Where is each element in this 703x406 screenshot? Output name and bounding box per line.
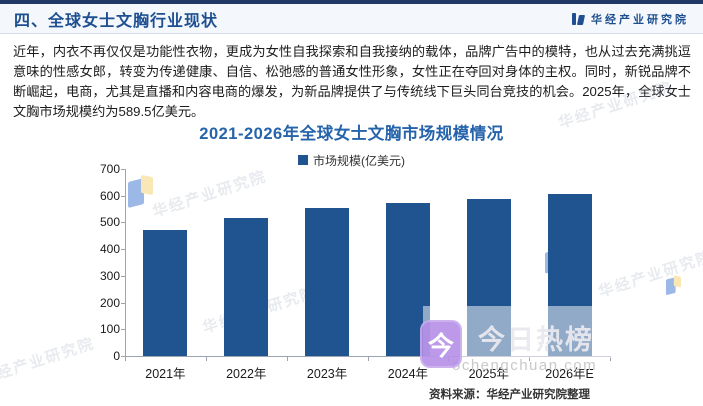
brand-logo-icon xyxy=(571,12,586,26)
header: 四、全球女士文胸行业现状 华经产业研究院 xyxy=(0,4,703,34)
x-axis-tick-label: 2024年 xyxy=(387,367,429,381)
x-axis-tick xyxy=(125,357,126,361)
y-axis-tick xyxy=(121,222,125,224)
bar-2022年 xyxy=(224,218,269,356)
x-axis-tick xyxy=(529,357,531,361)
legend-label: 市场规模(亿美元) xyxy=(313,153,405,168)
bar-2023年 xyxy=(305,208,350,356)
y-axis-tick-label: 0 xyxy=(113,349,120,363)
y-axis-tick-label: 400 xyxy=(99,242,120,257)
y-axis-tick xyxy=(121,356,125,357)
y-axis-tick xyxy=(121,275,125,277)
y-axis-tick-label: 700 xyxy=(99,162,120,176)
y-axis-tick xyxy=(121,249,125,251)
brand-logo: 华经产业研究院 xyxy=(571,11,689,27)
bar-2021年 xyxy=(143,229,188,356)
y-axis-tick xyxy=(121,169,125,170)
chart-title: 2021-2026年全球女士文胸市场规模情况 xyxy=(199,125,504,143)
watermark-domain-text: ochengchuan.com xyxy=(452,357,598,374)
y-axis-tick xyxy=(121,329,125,331)
x-axis-tick-label: 2021年 xyxy=(145,367,186,381)
x-axis-tick xyxy=(205,357,207,361)
x-axis-tick xyxy=(367,357,369,361)
brand-logo-text: 华经产业研究院 xyxy=(591,13,689,26)
chart-legend: 市场规模(亿美元) xyxy=(0,153,703,168)
x-axis-tick xyxy=(610,357,611,361)
intro-paragraph: 近年，内衣不再仅仅是功能性衣物，更成为女性自我探索和自我接纳的载体，品牌广告中的… xyxy=(13,44,691,119)
page-title: 四、全球女士文胸行业现状 xyxy=(14,12,219,30)
x-axis-tick-label: 2025年 xyxy=(468,367,509,381)
x-axis-tick-label: 2022年 xyxy=(226,367,267,381)
y-axis-tick-label: 100 xyxy=(99,322,120,337)
y-axis-tick xyxy=(121,195,125,197)
hotlist-watermark-title: 今日热榜 xyxy=(478,325,594,355)
hotlist-watermark-icon: 今 xyxy=(420,320,462,368)
legend-swatch xyxy=(298,155,308,165)
y-axis-tick-label: 500 xyxy=(99,215,120,230)
top-strip xyxy=(0,0,703,4)
chart-plot-area xyxy=(125,169,611,357)
y-axis-tick-label: 300 xyxy=(99,268,120,283)
x-axis-tick xyxy=(286,357,288,361)
y-axis-tick xyxy=(121,302,125,304)
x-axis-tick-label: 2023年 xyxy=(306,367,348,381)
y-axis-tick-label: 200 xyxy=(99,295,120,310)
source-note: 资料来源：华经产业研究院整理 xyxy=(429,389,590,401)
x-axis-tick-label: 2026年E xyxy=(545,367,594,381)
y-axis-tick-label: 600 xyxy=(99,188,120,203)
